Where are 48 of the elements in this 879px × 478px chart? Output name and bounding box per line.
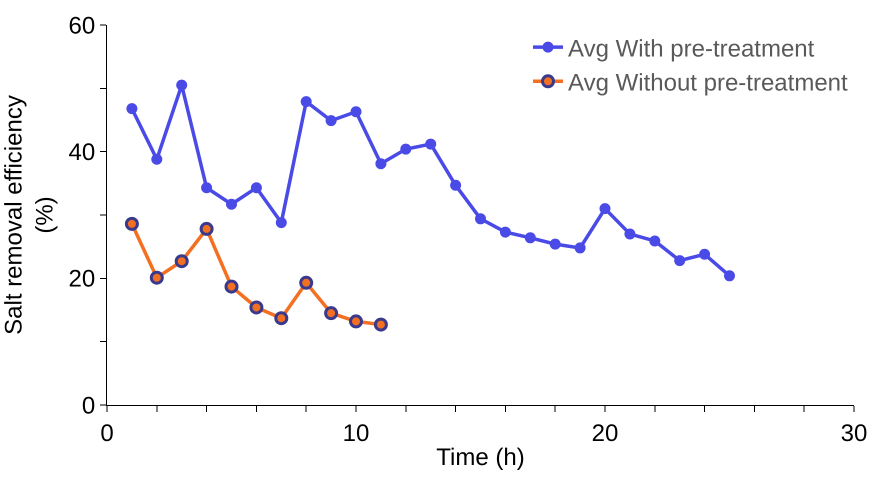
point	[201, 182, 212, 194]
point	[724, 270, 735, 282]
y-tick-label: 20	[68, 266, 96, 293]
point	[475, 213, 486, 224]
point	[250, 182, 262, 194]
point	[350, 106, 362, 118]
point	[174, 254, 189, 268]
point	[150, 270, 164, 285]
point	[249, 300, 264, 314]
point	[674, 255, 686, 266]
x-axis-title: Time (h)	[436, 444, 525, 472]
point	[126, 103, 138, 114]
point	[224, 280, 238, 294]
point	[349, 314, 363, 328]
y-tick-label: 40	[68, 139, 96, 166]
x-tick-label: 30	[840, 420, 868, 447]
point	[699, 248, 710, 260]
point	[200, 222, 214, 236]
point	[374, 318, 388, 332]
point	[400, 144, 412, 155]
point	[176, 80, 188, 91]
point	[226, 198, 237, 210]
point	[500, 226, 511, 238]
point	[276, 217, 287, 228]
point	[326, 115, 337, 126]
y-tick-label: 60	[68, 12, 96, 40]
point	[425, 138, 436, 150]
point	[299, 276, 314, 290]
legend-label: Avg With pre-treatment	[568, 35, 815, 62]
point	[324, 306, 338, 320]
point	[375, 158, 386, 170]
point	[124, 216, 139, 231]
legend-label: Avg Without pre-treatment	[568, 70, 848, 97]
x-tick-label: 10	[342, 420, 370, 447]
x-tick-label: 0	[100, 420, 114, 447]
point	[600, 203, 610, 214]
point	[524, 232, 536, 244]
point	[151, 154, 162, 165]
point	[624, 228, 636, 240]
point	[450, 180, 462, 191]
point	[274, 311, 288, 326]
point	[649, 235, 660, 246]
x-tick-label: 20	[592, 420, 618, 447]
point	[300, 96, 312, 108]
y-tick-label: 0	[82, 392, 96, 420]
point	[574, 242, 586, 254]
point	[550, 238, 561, 250]
y-axis-title: Salt removal efficiency (%)	[0, 95, 59, 335]
